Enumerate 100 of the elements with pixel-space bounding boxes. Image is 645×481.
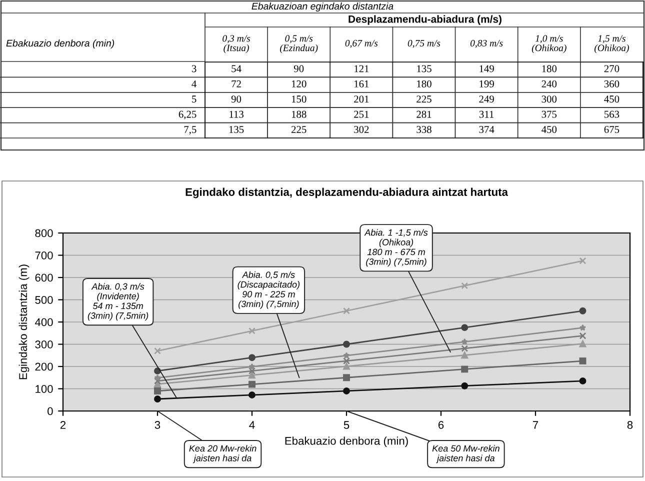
x-tick-label: 7 (532, 421, 538, 429)
point (248, 363, 256, 370)
x-tick-label: 0,67 m/s (345, 40, 378, 48)
point (579, 307, 586, 314)
x-tick-label: 0,75 m/s (408, 40, 440, 48)
point (248, 392, 256, 398)
data-label: 360 (604, 80, 620, 88)
data-label: 311 (479, 110, 494, 118)
x-tick-label: 2 (60, 421, 66, 429)
data-label: 225 (292, 126, 306, 134)
y-tick-label: 5 (192, 96, 196, 103)
y-tick-label: 6,25 (178, 110, 196, 120)
data-label: 180 (417, 80, 432, 88)
x-tick-label: 4 (249, 421, 255, 429)
data-label: 120 (292, 80, 306, 88)
point (154, 347, 161, 354)
point (154, 377, 161, 384)
point (248, 367, 256, 374)
y-tick-label: 800 (35, 229, 53, 238)
point (248, 327, 256, 334)
y-axis-title: Ebakuazio denbora (min) (6, 39, 114, 49)
data-label: 450 (542, 126, 557, 134)
data-label: 302 (354, 126, 369, 134)
data-label: 90 (231, 96, 242, 103)
data-label: 161 (354, 80, 369, 88)
data-label: 199 (480, 80, 494, 88)
point (461, 352, 468, 359)
point (461, 366, 468, 373)
y-tick-label: 400 (34, 318, 53, 326)
data-label: 113 (230, 110, 244, 118)
point (248, 380, 256, 388)
point (579, 340, 586, 348)
point (579, 377, 586, 384)
y-tick-label: 300 (35, 340, 53, 348)
point (343, 307, 350, 314)
point (461, 382, 468, 390)
x-tick-label: 1,0 m/s (Ohikoa) (532, 35, 566, 54)
point (154, 374, 161, 381)
annotation: Abia. 0,3 m/s (Invidente) 54 m - 135m (3min) (7,5min) (88, 283, 148, 321)
point (461, 324, 468, 332)
y-tick-label: 600 (35, 274, 53, 282)
data-label: 375 (542, 110, 557, 118)
point (343, 340, 350, 348)
y-tick-label: 700 (35, 252, 53, 260)
data-label: 240 (542, 80, 557, 88)
data-label: 135 (229, 126, 244, 134)
point (154, 388, 161, 394)
data-label: 270 (604, 65, 620, 72)
point (343, 374, 350, 382)
point (579, 332, 586, 340)
point (343, 362, 350, 370)
data-label: 374 (479, 126, 494, 134)
point (343, 352, 350, 359)
x-axis-title: Ebakuazio denbora (min) (285, 436, 408, 447)
y-tick-label: 500 (35, 296, 53, 304)
point (343, 357, 350, 364)
point (461, 282, 468, 290)
y-tick-label: 200 (35, 362, 53, 371)
y-tick-label: 4 (192, 80, 197, 88)
data-label: 54 (232, 65, 242, 72)
point (154, 396, 161, 402)
x-tick-label: 8 (627, 421, 633, 429)
text: Kea 20 Mw-rekin jaisten hasi da (189, 444, 256, 464)
y-tick-label: 100 (36, 385, 53, 393)
chart-title: Egindako distantzia, desplazamendu-abiadura aintzat hartuta (186, 188, 508, 198)
data-label: 90 (294, 65, 304, 72)
chart-subtitle: Desplazamendu-abiadura (m/s) (348, 15, 502, 25)
data-label: 675 (604, 126, 620, 134)
data-label: 249 (479, 96, 494, 103)
data-label: 188 (292, 110, 306, 118)
y-tick-label: 7,5 (184, 126, 196, 135)
chart-title: Ebakuazioan egindako distantzia (252, 2, 394, 12)
annotation: Abia. 0,5 m/s (Discapacitado) 90 m - 225 m (3min) (7,5min) (238, 271, 300, 309)
data-label: 180 (542, 65, 557, 72)
data-label: 72 (232, 80, 241, 88)
x-tick-label: 0,5 m/s (Ezindua) (280, 35, 318, 54)
data-label: 300 (542, 96, 557, 103)
y-axis-title: Egindako distantzia (m) (18, 264, 30, 380)
point (579, 257, 586, 264)
point (579, 357, 586, 364)
data-label: 251 (354, 110, 369, 118)
data-label: 201 (354, 96, 369, 103)
data-label: 338 (416, 126, 432, 134)
point (461, 338, 468, 345)
point (248, 372, 256, 379)
data-label: 281 (416, 110, 432, 118)
data-label: 150 (292, 96, 306, 103)
point (343, 388, 350, 394)
point (579, 324, 586, 331)
data-label: 563 (604, 110, 620, 118)
data-label: 135 (417, 65, 432, 72)
y-tick-label: 3 (192, 65, 196, 72)
data-label: 225 (416, 96, 432, 103)
text: Kea 50 Mw-rekin jaisten hasi da (432, 444, 500, 464)
point (248, 354, 256, 362)
x-tick-label: 5 (344, 421, 350, 429)
x-tick-label: 0,3 m/s (Itsua) (222, 35, 250, 54)
data-label: 121 (354, 65, 369, 72)
x-tick-label: 0,83 m/s (470, 40, 503, 48)
annotation: Abia. 1 -1,5 m/s (Ohikoa) 180 m - 675 m (3min) (7,5min) (364, 229, 428, 267)
